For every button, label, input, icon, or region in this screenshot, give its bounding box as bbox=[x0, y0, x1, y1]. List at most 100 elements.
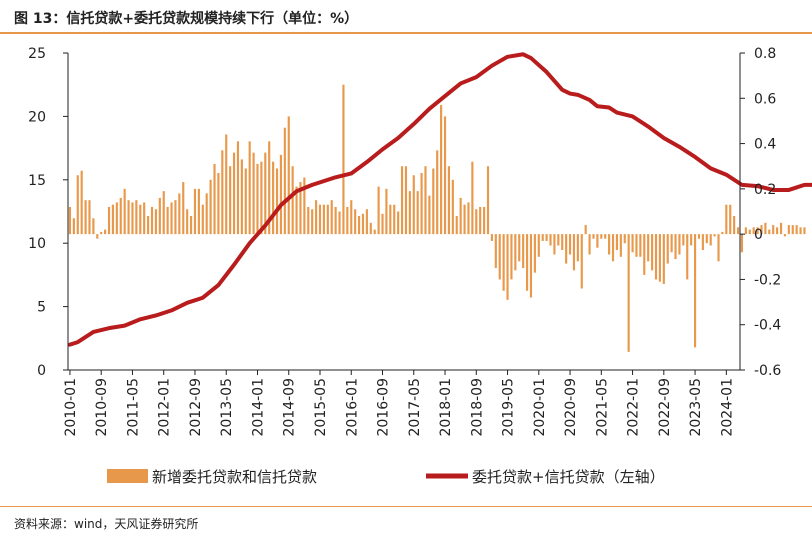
bar bbox=[322, 204, 325, 235]
line-path bbox=[67, 52, 812, 347]
bar bbox=[346, 206, 349, 235]
bar bbox=[373, 229, 376, 235]
bar bbox=[662, 234, 665, 284]
bar bbox=[400, 166, 404, 235]
bar bbox=[440, 105, 443, 235]
right-tick-label: -0.4 bbox=[754, 318, 781, 334]
bar-series bbox=[68, 84, 806, 352]
bar bbox=[635, 234, 638, 257]
bar bbox=[299, 182, 302, 235]
bar bbox=[256, 163, 259, 235]
right-tick-label: -0.6 bbox=[754, 363, 781, 379]
bar bbox=[135, 200, 138, 235]
bar bbox=[88, 200, 91, 235]
x-tick-label: 2016-01 bbox=[344, 378, 360, 437]
bar bbox=[111, 204, 115, 235]
bar bbox=[709, 234, 712, 246]
legend-label-line: 委托贷款+信托贷款（左轴） bbox=[472, 468, 665, 486]
bar bbox=[584, 225, 587, 235]
bar bbox=[119, 197, 122, 235]
bar bbox=[154, 209, 157, 235]
bar bbox=[541, 234, 544, 241]
bar bbox=[397, 211, 400, 235]
left-tick-label: 20 bbox=[28, 109, 46, 125]
right-tick-label: 0.2 bbox=[754, 182, 776, 198]
bar bbox=[229, 166, 232, 235]
bar bbox=[365, 209, 368, 235]
legend-label-bar: 新增委托贷款和信托贷款 bbox=[152, 468, 317, 486]
bar bbox=[631, 234, 634, 253]
bar bbox=[475, 209, 478, 235]
left-tick-label: 10 bbox=[28, 236, 46, 252]
bar bbox=[318, 204, 322, 235]
bar bbox=[764, 222, 767, 235]
bar bbox=[697, 234, 701, 239]
right-tick-label: 0.6 bbox=[754, 91, 776, 107]
bar bbox=[209, 179, 212, 235]
bar bbox=[604, 234, 607, 239]
bar bbox=[197, 188, 200, 235]
bar bbox=[701, 234, 704, 250]
bar bbox=[127, 200, 130, 235]
bar bbox=[139, 204, 142, 235]
bar bbox=[459, 197, 462, 235]
bar bbox=[143, 202, 146, 235]
x-tick-label: 2015-05 bbox=[313, 378, 329, 437]
bar bbox=[674, 234, 677, 260]
bar bbox=[447, 166, 451, 235]
bar bbox=[248, 141, 251, 235]
bar bbox=[518, 234, 521, 262]
bar bbox=[275, 168, 279, 235]
left-tick-label: 5 bbox=[37, 300, 46, 316]
bar bbox=[678, 234, 681, 255]
bar bbox=[514, 234, 517, 271]
bar bbox=[721, 231, 724, 235]
bar bbox=[787, 225, 790, 235]
bar bbox=[150, 206, 154, 235]
bar bbox=[670, 234, 673, 253]
bar bbox=[100, 231, 103, 235]
bar bbox=[694, 234, 697, 348]
x-tick-label: 2021-05 bbox=[594, 378, 610, 437]
bar bbox=[385, 188, 388, 235]
bar bbox=[84, 200, 87, 235]
bar bbox=[147, 216, 150, 235]
bar bbox=[315, 200, 318, 235]
bar bbox=[334, 206, 337, 235]
x-tick-label: 2020-09 bbox=[563, 378, 579, 437]
bar bbox=[236, 141, 240, 235]
x-tick-label: 2012-01 bbox=[157, 378, 173, 437]
bar bbox=[244, 168, 247, 235]
bar bbox=[213, 163, 216, 235]
bar bbox=[178, 193, 181, 235]
bar bbox=[424, 166, 427, 235]
bar bbox=[272, 161, 275, 235]
bar bbox=[733, 216, 736, 235]
x-tick-label: 2010-09 bbox=[94, 378, 110, 437]
bar bbox=[311, 209, 314, 235]
legend-swatch-bar bbox=[107, 469, 148, 483]
bar bbox=[760, 225, 763, 235]
bar bbox=[361, 213, 365, 235]
x-tick-label: 2017-05 bbox=[407, 378, 423, 437]
bar bbox=[182, 182, 185, 235]
bar bbox=[358, 216, 361, 235]
bar bbox=[162, 191, 165, 235]
bar bbox=[545, 234, 548, 241]
bar bbox=[651, 234, 654, 271]
bar bbox=[776, 227, 779, 235]
x-tick-label: 2018-01 bbox=[438, 378, 454, 437]
bar bbox=[588, 234, 591, 255]
bar bbox=[510, 234, 513, 280]
bar bbox=[193, 188, 197, 235]
bar bbox=[717, 234, 720, 262]
bar bbox=[768, 229, 771, 235]
bar bbox=[565, 234, 568, 264]
bar bbox=[549, 234, 552, 246]
right-tick-label: 0.8 bbox=[754, 46, 776, 62]
bar bbox=[205, 193, 208, 235]
x-tick-label: 2018-09 bbox=[469, 378, 485, 437]
right-tick-label: 0.4 bbox=[754, 137, 776, 153]
bar bbox=[490, 234, 493, 241]
bar bbox=[186, 209, 189, 235]
